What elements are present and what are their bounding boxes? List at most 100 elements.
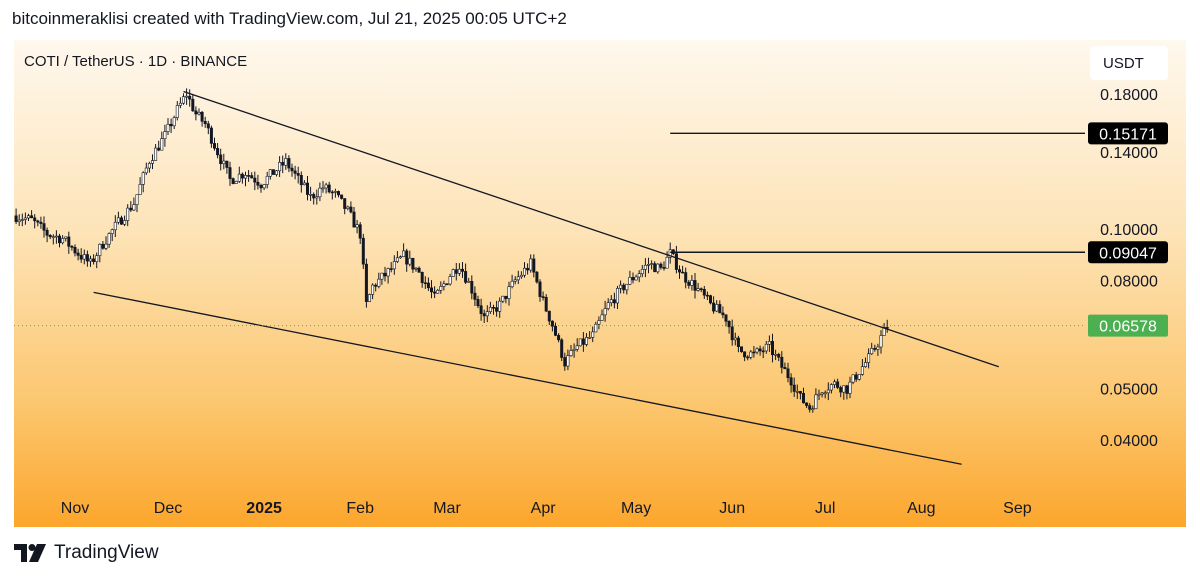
trendline-lower	[93, 291, 962, 465]
current-price-text: 0.06578	[1099, 319, 1157, 336]
candle-body	[163, 131, 167, 139]
candle-body	[51, 236, 55, 238]
candle-body	[498, 300, 502, 312]
candle-body	[560, 339, 564, 358]
candle-body	[885, 327, 889, 329]
candle-body	[225, 160, 229, 168]
candle-body	[296, 173, 300, 176]
candle-body	[569, 350, 573, 357]
x-tick-label: Mar	[433, 500, 461, 517]
currency-button[interactable]: USDT	[1090, 46, 1168, 80]
candle-body	[101, 243, 105, 249]
candle-body	[454, 269, 458, 274]
symbol-label: COTI / TetherUS · 1D · BINANCE	[24, 53, 248, 70]
candle-body	[92, 258, 96, 262]
y-tick-label: 0.04000	[1100, 433, 1158, 450]
candle-body	[451, 269, 455, 277]
candle-body	[845, 385, 849, 394]
candle-body	[302, 182, 306, 186]
candle-body	[429, 287, 433, 293]
candle-body	[600, 314, 604, 321]
candle-body	[674, 253, 678, 270]
candle-body	[873, 348, 877, 350]
candle-body	[696, 288, 700, 291]
candle-body	[597, 320, 601, 325]
candle-body	[572, 348, 576, 351]
candle-body	[33, 217, 37, 222]
candle-body	[154, 147, 158, 161]
candle-body	[333, 191, 337, 193]
candle-body	[113, 221, 117, 231]
candle-body	[293, 170, 297, 174]
candle-body	[783, 367, 787, 370]
candle-body	[209, 127, 213, 144]
candle-body	[832, 381, 836, 385]
candle-body	[758, 348, 762, 352]
candle-body	[61, 238, 65, 244]
candle-body	[805, 402, 809, 406]
candle-body	[836, 381, 840, 388]
candle-body	[553, 325, 557, 336]
candle-body	[89, 258, 93, 262]
candle-body	[64, 236, 68, 239]
tradingview-wordmark: TradingView	[54, 542, 159, 563]
y-tick-label: 0.18000	[1100, 87, 1158, 104]
candle-body	[662, 267, 666, 269]
candle-body	[708, 295, 712, 304]
candle-body	[247, 175, 251, 177]
candle-body	[495, 307, 499, 312]
candle-body	[141, 172, 145, 185]
candle-body	[823, 392, 827, 395]
y-tick-label: 0.14000	[1100, 145, 1158, 162]
candle-body	[526, 267, 530, 271]
candle-body	[271, 169, 275, 175]
candle-body	[860, 366, 864, 375]
candle-body	[535, 271, 539, 283]
candle-body	[656, 263, 660, 273]
candle-body	[244, 175, 248, 179]
candle-body	[123, 220, 127, 225]
candle-body	[20, 219, 24, 221]
candle-body	[290, 167, 294, 172]
candle-body	[609, 299, 613, 304]
candle-body	[178, 102, 182, 106]
candle-body	[324, 184, 328, 189]
candle-body	[640, 269, 644, 274]
candle-body	[591, 331, 595, 338]
candle-body	[473, 292, 477, 300]
tradingview-logo-icon	[14, 544, 46, 562]
candle-body	[727, 320, 731, 328]
candle-body	[237, 173, 241, 182]
candle-body	[724, 314, 728, 322]
candle-body	[811, 408, 815, 411]
candle-body	[85, 254, 89, 262]
candle-body	[566, 355, 570, 367]
chart-area[interactable]	[14, 40, 1186, 527]
candle-body	[445, 283, 449, 286]
candle-body	[687, 281, 691, 286]
candle-body	[120, 217, 124, 225]
candle-body	[588, 337, 592, 339]
candle-body	[457, 268, 461, 274]
candle-body	[870, 348, 874, 355]
level-price-text: 0.09047	[1099, 245, 1157, 262]
candle-body	[17, 219, 21, 222]
candle-body	[625, 283, 629, 291]
candle-body	[665, 257, 669, 269]
candle-body	[147, 163, 151, 169]
candle-body	[262, 184, 266, 189]
candle-body	[594, 323, 598, 333]
candle-body	[513, 279, 517, 282]
y-tick-label: 0.05000	[1100, 382, 1158, 399]
candle-body	[777, 353, 781, 358]
candle-body	[411, 257, 415, 270]
candle-body	[70, 246, 74, 248]
candle-body	[274, 170, 278, 175]
candle-body	[107, 233, 111, 245]
candle-body	[234, 181, 238, 184]
candle-body	[26, 215, 30, 219]
candle-body	[278, 162, 282, 172]
candle-body	[188, 95, 192, 100]
candle-body	[681, 271, 685, 274]
